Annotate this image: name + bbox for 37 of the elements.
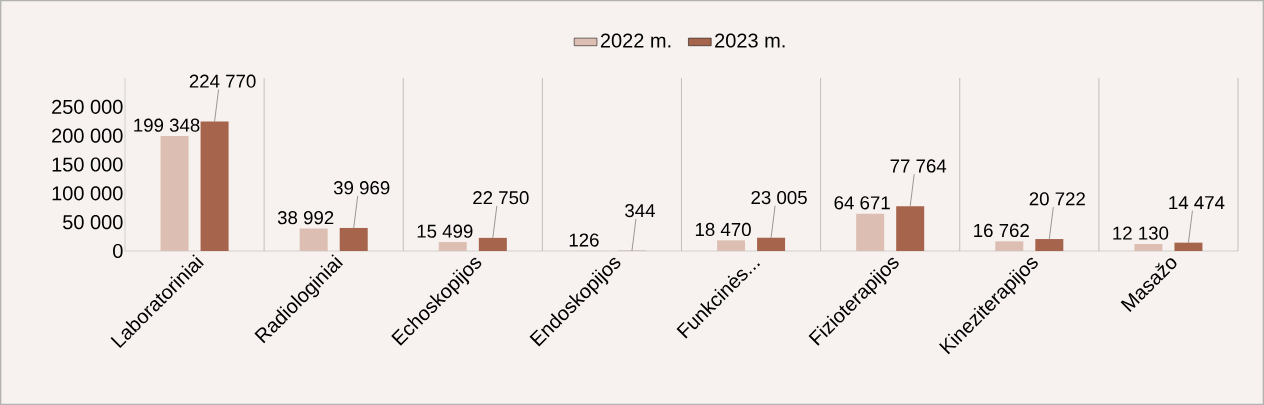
bar [339, 227, 368, 251]
data-label: 14 474 [1169, 196, 1225, 210]
bar [1174, 242, 1203, 251]
data-label: 344 [625, 203, 655, 218]
y-tick-label: 100 000 [52, 186, 123, 201]
data-label: 18 470 [695, 222, 751, 237]
data-label: 64 671 [834, 196, 890, 210]
bar [200, 121, 229, 251]
y-tick-label: 150 000 [52, 157, 123, 172]
legend-label: 2022 m. [600, 33, 671, 48]
bar [1035, 239, 1064, 251]
data-label: 38 992 [277, 211, 334, 225]
data-label: 23 005 [751, 190, 807, 205]
data-label: 77 764 [890, 159, 947, 173]
y-tick-label: 250 000 [52, 99, 123, 114]
bar [896, 206, 925, 251]
data-label: 126 [569, 233, 599, 247]
bar [299, 228, 328, 251]
bar [995, 241, 1024, 251]
data-label: 20 722 [1029, 192, 1085, 206]
bar [1134, 244, 1163, 251]
bar [160, 136, 189, 251]
data-label: 22 750 [473, 191, 529, 205]
y-tick-label: 200 000 [52, 128, 123, 143]
bar [438, 242, 467, 251]
legend-label: 2023 m. [715, 33, 785, 48]
data-label: 15 499 [417, 224, 473, 238]
data-label: 16 762 [974, 223, 1029, 238]
data-label: 199 348 [134, 118, 200, 132]
bar [856, 213, 885, 251]
data-label: 12 130 [1113, 226, 1169, 240]
bar [717, 240, 746, 251]
data-label: 224 770 [189, 74, 256, 88]
data-label: 39 969 [333, 181, 390, 195]
bar [757, 237, 786, 251]
y-tick-label: 50 000 [63, 215, 123, 230]
bar [478, 237, 507, 251]
